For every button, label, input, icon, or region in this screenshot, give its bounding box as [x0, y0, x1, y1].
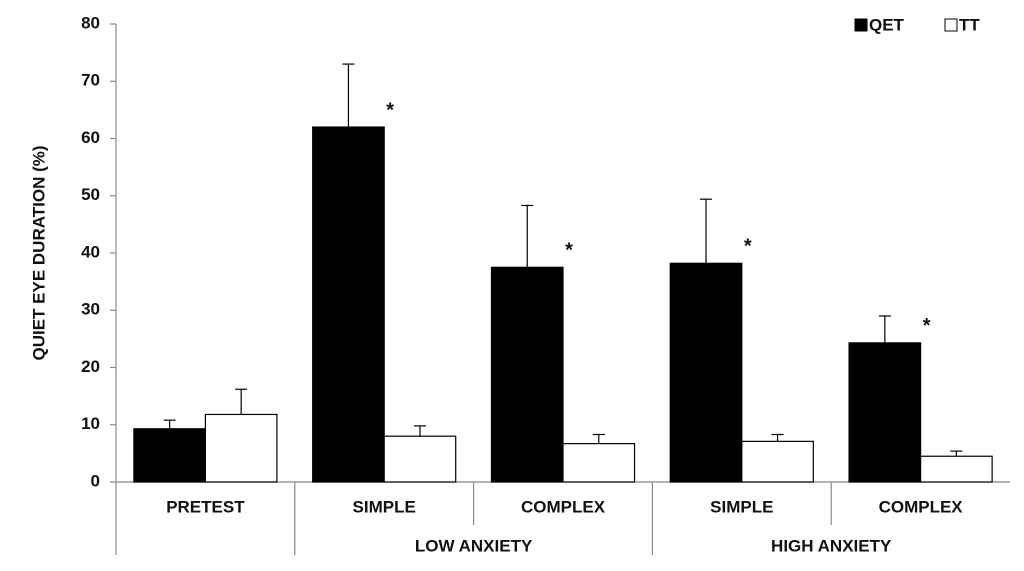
- error-bar: [235, 388, 248, 415]
- bar: [383, 435, 457, 483]
- y-tick-label: 20: [81, 357, 100, 376]
- error-bar: [413, 425, 426, 437]
- significance-marker: *: [386, 99, 394, 121]
- bar: [490, 266, 564, 483]
- error-bar: [521, 204, 534, 268]
- bar: [669, 262, 743, 483]
- error-bar: [700, 198, 713, 264]
- error-bar: [771, 433, 784, 442]
- bar: [741, 440, 814, 483]
- y-tick-label: 80: [81, 13, 100, 32]
- legend-label: TT: [959, 15, 980, 34]
- y-tick-label: 70: [81, 71, 100, 90]
- y-tick-label: 60: [81, 128, 100, 147]
- x-tick-label: PRETEST: [166, 497, 245, 516]
- error-bar: [163, 419, 176, 429]
- x-tick-label: COMPLEX: [521, 497, 606, 516]
- legend-label: QET: [869, 15, 905, 34]
- significance-marker: *: [923, 315, 931, 337]
- legend-swatch: [944, 18, 958, 32]
- bar: [133, 428, 207, 483]
- y-tick-label: 0: [91, 471, 100, 490]
- x-tick-label: COMPLEX: [879, 497, 964, 516]
- bar: [848, 342, 922, 483]
- x-tick-label: SIMPLE: [353, 497, 416, 516]
- x-tick-label: SIMPLE: [710, 497, 773, 516]
- bar: [919, 455, 993, 483]
- y-tick-label: 40: [81, 242, 100, 261]
- significance-marker: *: [565, 240, 573, 262]
- error-bar: [342, 63, 355, 128]
- significance-marker: *: [744, 236, 752, 258]
- bar: [204, 413, 278, 483]
- y-tick-label: 30: [81, 300, 100, 319]
- bar: [562, 443, 636, 483]
- y-tick-label: 50: [81, 185, 100, 204]
- y-axis-label: QUIET EYE DURATION (%): [29, 145, 48, 360]
- error-bar: [950, 450, 963, 457]
- bar: [312, 126, 385, 483]
- group-label: LOW ANXIETY: [415, 536, 533, 555]
- group-label: HIGH ANXIETY: [771, 536, 892, 555]
- y-tick-label: 10: [81, 414, 100, 433]
- error-bar: [878, 315, 891, 343]
- legend-swatch: [854, 18, 868, 32]
- error-bar: [592, 433, 605, 444]
